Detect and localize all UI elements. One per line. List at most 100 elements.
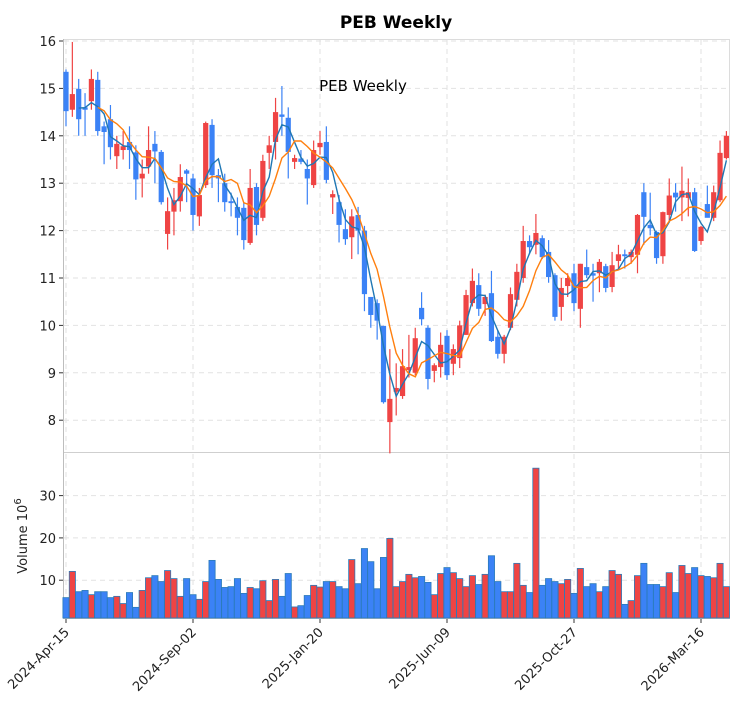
volume-bar	[310, 584, 318, 619]
volume-bar	[703, 576, 711, 619]
volume-axis-label: Volume 106	[13, 498, 31, 573]
moving-averages	[78, 101, 728, 399]
chart-title: PEB Weekly	[340, 13, 452, 33]
volume-bar	[640, 562, 648, 619]
volume-bar	[716, 562, 724, 619]
volume-tick-label: 30	[39, 490, 56, 505]
candle-body	[387, 398, 393, 423]
candle-body	[298, 158, 304, 162]
candle-body	[241, 207, 247, 241]
candle-body	[704, 204, 710, 218]
volume-bar	[678, 565, 686, 619]
candle-body	[463, 295, 469, 335]
volume-bar	[538, 584, 546, 619]
candle-body	[577, 263, 583, 309]
volume-bar	[81, 590, 89, 619]
volume-bar	[576, 568, 584, 619]
volume-bar	[189, 594, 197, 619]
volume-bar	[392, 586, 400, 619]
candle-body	[266, 145, 272, 153]
candle-body	[419, 307, 425, 320]
candle-body	[584, 267, 590, 276]
volume-bar	[405, 573, 413, 619]
x-tick-label: 2025-Jan-20	[260, 625, 327, 692]
volume-bar	[259, 580, 267, 619]
volume-bar	[202, 581, 210, 619]
candle-body	[425, 327, 431, 379]
volume-bar	[424, 581, 432, 619]
candle-body	[571, 273, 577, 304]
grid	[64, 40, 729, 618]
candle-body	[609, 265, 615, 288]
price-tick-label: 8	[48, 414, 56, 429]
volume-bar	[399, 581, 407, 619]
candle-body	[399, 366, 406, 397]
candle-body	[533, 232, 539, 245]
candle-body	[546, 251, 552, 278]
volume-bar	[252, 588, 260, 619]
x-tick-label: 2026-Mar-16	[639, 625, 708, 694]
candle-body	[107, 119, 114, 148]
candle-body	[95, 79, 101, 132]
volume-bar	[145, 577, 153, 619]
volume-bar	[75, 591, 83, 619]
volume-bar	[265, 600, 273, 619]
candle-body	[539, 238, 545, 258]
candle-body	[209, 124, 215, 176]
candle-body	[552, 275, 558, 317]
candle-body	[76, 88, 82, 120]
candle-body	[272, 112, 279, 142]
candle-body	[260, 160, 266, 218]
volume-bar	[62, 597, 70, 619]
volume-bar	[322, 581, 330, 619]
candle-body	[565, 278, 571, 287]
candle-body	[203, 123, 209, 186]
volume-bar	[672, 592, 680, 619]
volume-bar	[665, 572, 673, 619]
volume-bar	[627, 600, 635, 619]
volume-bar	[170, 578, 178, 619]
volume-bar	[214, 579, 222, 619]
volume-bar	[506, 591, 514, 619]
candle-body	[342, 229, 348, 240]
volume-bar	[329, 581, 337, 619]
volume-bar	[710, 577, 718, 619]
candle-body	[482, 296, 488, 305]
candle-body	[63, 71, 69, 112]
volume-tick-label: 20	[39, 532, 56, 547]
volume-bar	[468, 575, 476, 619]
volume-bar	[208, 559, 216, 619]
candle-body	[526, 241, 533, 248]
candle-body	[152, 143, 158, 152]
x-tick-label: 2024-Sep-02	[130, 625, 200, 695]
volume-bar	[437, 573, 445, 619]
candle-body	[323, 141, 329, 180]
volume-bar	[132, 606, 140, 619]
candle-body	[476, 285, 482, 309]
candle-body	[158, 151, 164, 203]
volume-tick-label: 10	[39, 574, 56, 589]
volume-bar	[303, 595, 311, 619]
candle-body	[647, 224, 653, 229]
candle-body	[184, 170, 190, 174]
volume-bar	[278, 595, 286, 619]
volume-bar	[602, 586, 610, 619]
volume-bar	[557, 583, 565, 619]
volume-bar	[360, 548, 368, 619]
volume-bar	[545, 578, 553, 619]
volume-bar	[379, 557, 387, 619]
volume-bar	[614, 573, 622, 619]
volume-bar	[87, 594, 95, 619]
price-tick-label: 9	[48, 367, 56, 382]
volume-bar	[532, 467, 540, 619]
volume-bar	[653, 584, 661, 619]
candle-body	[438, 344, 444, 368]
volume-bar	[519, 584, 527, 619]
volume-bar	[106, 597, 114, 619]
volume-bar	[456, 578, 464, 619]
candle-body	[615, 254, 622, 261]
candle-body	[457, 325, 463, 359]
volume-bar	[564, 579, 572, 619]
candle-body	[336, 202, 342, 225]
x-tick-label: 2025-Jun-09	[387, 625, 454, 692]
